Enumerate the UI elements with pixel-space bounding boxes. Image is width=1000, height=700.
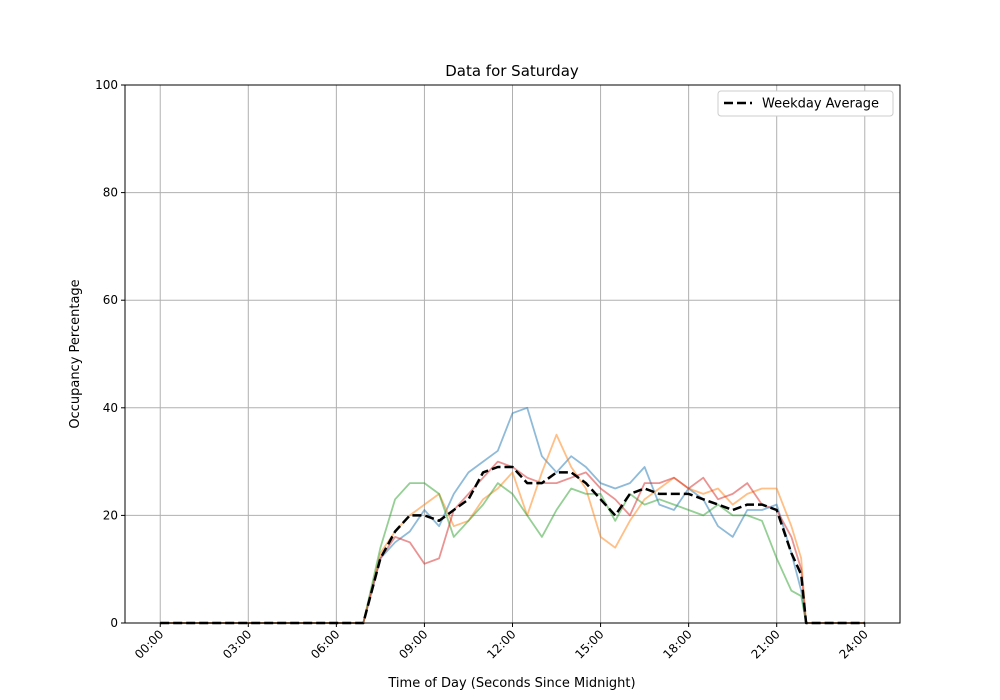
x-tick-label: 12:00 bbox=[484, 627, 518, 661]
x-tick-label: 18:00 bbox=[660, 627, 694, 661]
legend-box bbox=[717, 90, 894, 117]
y-tick-label: 0 bbox=[110, 616, 118, 630]
series-line-weekday-average bbox=[160, 465, 865, 625]
series-lines bbox=[160, 406, 865, 625]
x-tick-label: 15:00 bbox=[572, 627, 606, 661]
y-tick-label: 20 bbox=[103, 508, 118, 522]
y-tick-label: 40 bbox=[103, 401, 118, 415]
y-tick-label: 100 bbox=[95, 78, 118, 92]
x-tick-label: 06:00 bbox=[308, 627, 342, 661]
x-tick-label: 00:00 bbox=[132, 627, 166, 661]
x-tick-label: 09:00 bbox=[396, 627, 430, 661]
series-line-4 bbox=[160, 460, 865, 624]
legend: Weekday Average bbox=[717, 90, 894, 117]
x-tick-label: 24:00 bbox=[837, 627, 871, 661]
chart-title: Data for Saturday bbox=[445, 62, 579, 80]
y-tick-label: 80 bbox=[103, 186, 118, 200]
ticks: 00:00 03:00 06:00 09:00 12:00 15:00 18:00 21:00… bbox=[95, 78, 871, 662]
y-axis-label: Occupancy Percentage bbox=[68, 279, 83, 428]
grid bbox=[125, 84, 900, 624]
series-line-2 bbox=[160, 433, 865, 624]
y-tick-label: 60 bbox=[103, 293, 118, 307]
x-axis-label: Time of Day (Seconds Since Midnight) bbox=[387, 676, 635, 691]
series-line-1 bbox=[160, 406, 865, 624]
x-tick-label: 21:00 bbox=[748, 627, 782, 661]
series-line-3 bbox=[160, 482, 865, 624]
x-tick-label: 03:00 bbox=[220, 627, 254, 661]
legend-label-weekday-average: Weekday Average bbox=[762, 97, 879, 112]
